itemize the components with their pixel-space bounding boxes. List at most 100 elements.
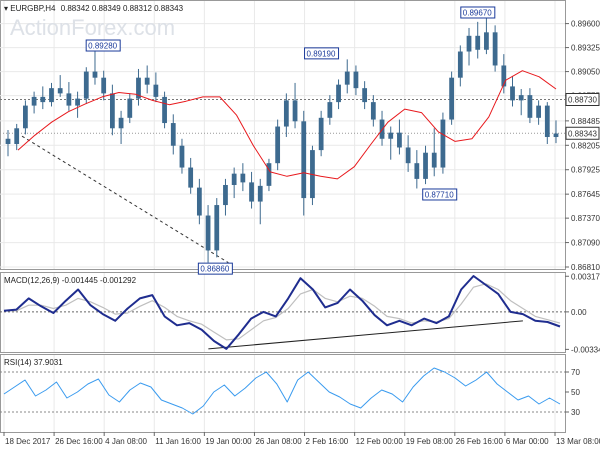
candle-body xyxy=(414,163,420,179)
candle-body xyxy=(336,84,341,103)
rsi-y-tick-label: 70 xyxy=(571,368,580,377)
macd-main-line xyxy=(3,275,561,350)
candle-body xyxy=(23,105,28,129)
candle-body xyxy=(240,173,246,183)
watermark: ActionForex.com xyxy=(10,15,175,40)
candle-body xyxy=(362,88,368,103)
candle-body xyxy=(527,95,533,118)
candle-body xyxy=(31,96,37,106)
price-annotations: 0.89280 0.86860 0.89190 0.89670 0.87710 xyxy=(85,6,496,275)
macd-lines xyxy=(3,275,561,350)
candle-body xyxy=(101,77,107,94)
x-tick-label: 13 Mar 08:00 xyxy=(556,437,600,446)
candle-body xyxy=(475,35,481,50)
candle-body xyxy=(162,96,167,124)
symbol-label: EURGBP,H4 xyxy=(10,4,56,13)
price-trendline xyxy=(21,135,229,264)
candle-body xyxy=(440,119,446,168)
triangle-down-icon: ▾ xyxy=(4,4,8,13)
candle-body xyxy=(388,132,394,139)
annotation-label: 0.87710 xyxy=(425,190,454,199)
candle-body xyxy=(153,84,159,97)
sma-line xyxy=(17,70,557,180)
candle-body xyxy=(179,145,185,168)
candle-body xyxy=(83,71,89,99)
candle-body xyxy=(431,152,437,168)
candle-body xyxy=(397,132,402,148)
annotation-label: 0.89670 xyxy=(463,8,492,17)
candle-body xyxy=(196,187,202,216)
price-y-tick-label: 0.89325 xyxy=(571,44,600,53)
rsi-panel-frame xyxy=(0,354,566,433)
candle-body xyxy=(301,121,307,199)
rsi-y-tick-label: 50 xyxy=(571,388,580,397)
candle-body xyxy=(457,51,463,78)
x-tick-label: 2 Feb 16:00 xyxy=(306,437,349,446)
price-y-tick-label: 0.88485 xyxy=(571,117,600,126)
candle-body xyxy=(449,77,455,120)
candle-body xyxy=(344,71,350,85)
candle-body xyxy=(49,88,54,103)
x-tick-label: 11 Jan 16:00 xyxy=(155,437,201,446)
candle-body xyxy=(92,71,98,78)
candle-body xyxy=(257,185,263,202)
candle-body xyxy=(249,182,254,202)
candle-body xyxy=(170,123,176,146)
price-y-tick-label: 0.87925 xyxy=(571,166,600,175)
candle-body xyxy=(553,133,559,138)
x-tick-label: 26 Feb 16:00 xyxy=(456,437,504,446)
moving-average xyxy=(17,70,557,180)
annotation-label: 0.89190 xyxy=(307,49,336,58)
annotation-box xyxy=(85,39,121,52)
candle-body xyxy=(466,35,472,52)
price-y-tick-label: 0.89600 xyxy=(571,20,600,29)
grid-lines xyxy=(0,1,565,432)
candle-body xyxy=(223,184,228,206)
candle-body xyxy=(544,105,550,138)
y-axis-labels: 0.896000.893250.890500.887750.884850.882… xyxy=(565,20,600,417)
candle-body xyxy=(5,138,11,144)
rsi-line xyxy=(3,367,561,415)
annotation-box xyxy=(422,188,458,201)
price-y-tick-label: 0.88205 xyxy=(571,141,600,150)
price-y-tick-label: 0.87645 xyxy=(571,190,600,199)
x-tick-label: 4 Jan 08:00 xyxy=(105,437,147,446)
macd-y-tick-label: 0.00 xyxy=(571,308,587,317)
candle-body xyxy=(14,128,20,144)
x-tick-label: 19 Feb 08:00 xyxy=(406,437,454,446)
rsi-y-tick-label: 30 xyxy=(571,408,580,417)
x-tick-label: 26 Dec 16:00 xyxy=(55,437,103,446)
candle-body xyxy=(214,205,220,251)
ohlc-values: 0.88342 0.88349 0.88312 0.88343 xyxy=(61,4,184,13)
trend-lines xyxy=(21,135,523,350)
candle-body xyxy=(283,100,289,127)
reference-level-label: 0.88730 xyxy=(568,95,597,104)
candle-body xyxy=(66,93,72,106)
x-tick-label: 26 Jan 08:00 xyxy=(255,437,302,446)
x-axis-labels: 18 Dec 2017 26 Dec 16:00 4 Jan 08:00 11 Jan… xyxy=(3,432,600,446)
x-tick-label: 18 Dec 2017 xyxy=(5,437,51,446)
candle-body xyxy=(205,215,211,251)
current-price-label: 0.88343 xyxy=(568,129,597,138)
candle-body xyxy=(144,77,150,85)
candle-body xyxy=(501,65,507,87)
candle-body xyxy=(75,98,80,106)
candle-body xyxy=(57,88,63,94)
annotation-box xyxy=(460,6,496,19)
macd-y-tick-label: -0.003344 xyxy=(571,345,600,354)
x-tick-label: 6 Mar 00:00 xyxy=(506,437,549,446)
candle-body xyxy=(310,150,315,199)
rsi-title: RSI(14) 37.9031 xyxy=(4,358,63,367)
candle-body xyxy=(518,95,524,101)
annotation-label: 0.86860 xyxy=(200,265,229,274)
candle-body xyxy=(492,32,498,66)
candle-body xyxy=(484,32,489,50)
annotation-box xyxy=(197,262,233,275)
candle-body xyxy=(536,105,541,118)
candle-body xyxy=(510,86,515,101)
candle-body xyxy=(423,152,428,179)
price-y-tick-label: 0.89050 xyxy=(571,68,600,77)
reference-level-box xyxy=(565,92,600,106)
